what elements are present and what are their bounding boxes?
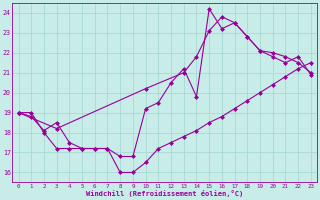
X-axis label: Windchill (Refroidissement éolien,°C): Windchill (Refroidissement éolien,°C) bbox=[86, 190, 243, 197]
